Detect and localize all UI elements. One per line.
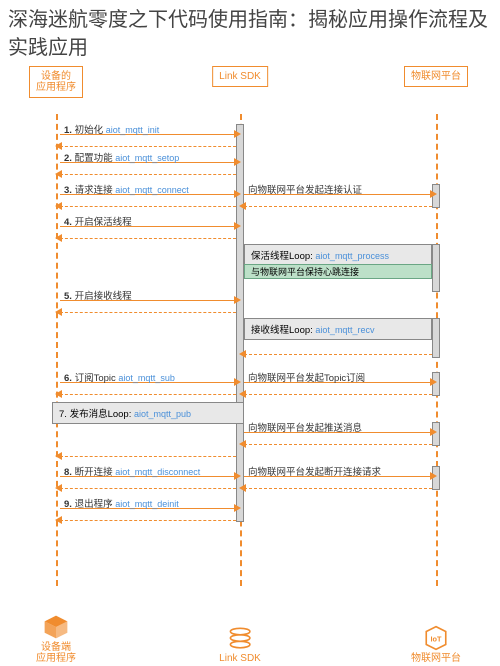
loop-fragment: 7. 发布消息Loop: aiot_mqtt_pub [52,402,244,424]
return-arrow [56,228,240,242]
participant-foot-iot: IoT物联网平台 [411,625,461,664]
sequence-diagram: 设备的应用程序 Link SDK 物联网平台 1. 初始化 aiot_mqtt_ini… [0,66,500,666]
arrow-label: 9. 退出程序 aiot_mqtt_deinit [64,496,179,510]
sdk-icon [219,625,261,651]
return-arrow [240,384,436,398]
participant-foot-app: 设备端应用程序 [36,614,76,664]
page-title: 深海迷航零度之下代码使用指南：揭秘应用操作流程及实践应用 [0,0,500,66]
arrow-label: 2. 配置功能 aiot_mqtt_setop [64,150,179,164]
note-bar: 与物联网平台保持心跳连接 [244,264,432,279]
return-arrow [56,446,240,460]
return-arrow [56,302,240,316]
return-arrow [56,478,240,492]
arrow-label: 3. 请求连接 aiot_mqtt_connect [64,182,189,196]
arrow-label: 向物联网平台发起推送消息 [248,420,362,434]
loop-fragment: 保活线程Loop: aiot_mqtt_process [244,244,432,266]
return-arrow [240,344,436,358]
svg-text:IoT: IoT [431,634,442,643]
arrow-label: 6. 订阅Topic aiot_mqtt_sub [64,370,175,384]
participant-head-iot: 物联网平台 [404,66,468,87]
return-arrow [56,164,240,178]
participant-head-sdk: Link SDK [212,66,268,87]
arrow-label: 8. 断开连接 aiot_mqtt_disconnect [64,464,200,478]
return-arrow [240,478,436,492]
participant-head-app: 设备的应用程序 [29,66,83,98]
arrow-label: 向物联网平台发起Topic订阅 [248,370,365,384]
activation-bar [432,244,440,292]
arrow-label: 向物联网平台发起连接认证 [248,182,362,196]
iot-icon: IoT [411,625,461,651]
return-arrow [56,196,240,210]
app-icon [36,614,76,640]
loop-fragment: 接收线程Loop: aiot_mqtt_recv [244,318,432,340]
arrow-label: 4. 开启保活线程 [64,214,132,228]
return-arrow [240,196,436,210]
return-arrow [56,136,240,150]
return-arrow [240,434,436,448]
arrow-label: 向物联网平台发起断开连接请求 [248,464,381,478]
arrow-label: 1. 初始化 aiot_mqtt_init [64,122,159,136]
participant-foot-sdk: Link SDK [219,625,261,664]
arrow-label: 5. 开启接收线程 [64,288,132,302]
return-arrow [56,510,240,524]
return-arrow [56,384,240,398]
